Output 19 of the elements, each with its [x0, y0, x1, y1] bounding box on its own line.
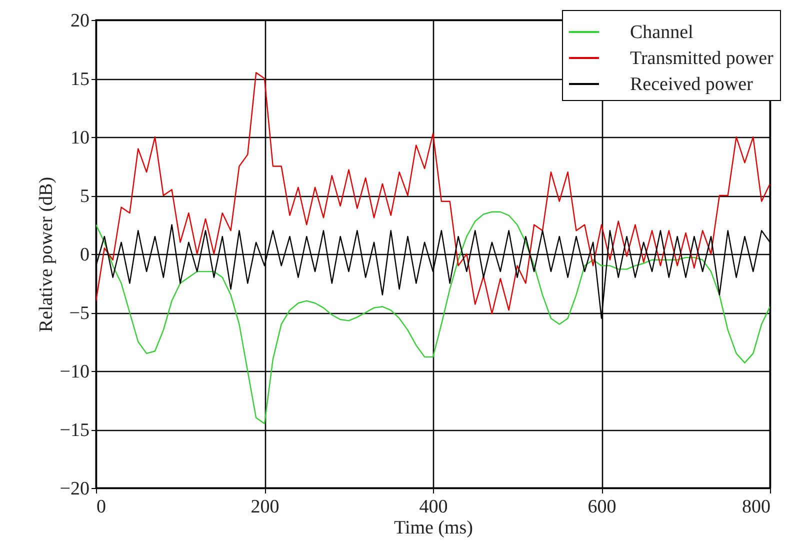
y-tick-label: −15 [60, 420, 90, 441]
y-tick-label: −10 [60, 362, 90, 382]
x-tick-label: 800 [742, 496, 770, 518]
y-axis-title: Relative power (dB) [36, 176, 57, 332]
y-tick-label: −20 [60, 478, 90, 500]
x-tick-label: 0 [96, 496, 106, 518]
y-tick-label: 5 [80, 186, 90, 207]
y-tick-label: 0 [80, 244, 90, 266]
x-axis-title: Time (ms) [394, 518, 474, 538]
x-tick-label: 600 [588, 496, 616, 518]
y-tick-label: 20 [70, 10, 90, 32]
x-tick-label: 400 [419, 496, 448, 518]
legend-label: Transmitted power [630, 48, 774, 69]
legend-label: Received power [630, 74, 754, 95]
y-tick-label: 10 [70, 128, 90, 148]
legend-label: Channel [630, 22, 694, 43]
y-tick-label: 15 [70, 69, 90, 90]
x-tick-label: 200 [250, 496, 280, 518]
y-tick-label: −5 [69, 303, 90, 324]
